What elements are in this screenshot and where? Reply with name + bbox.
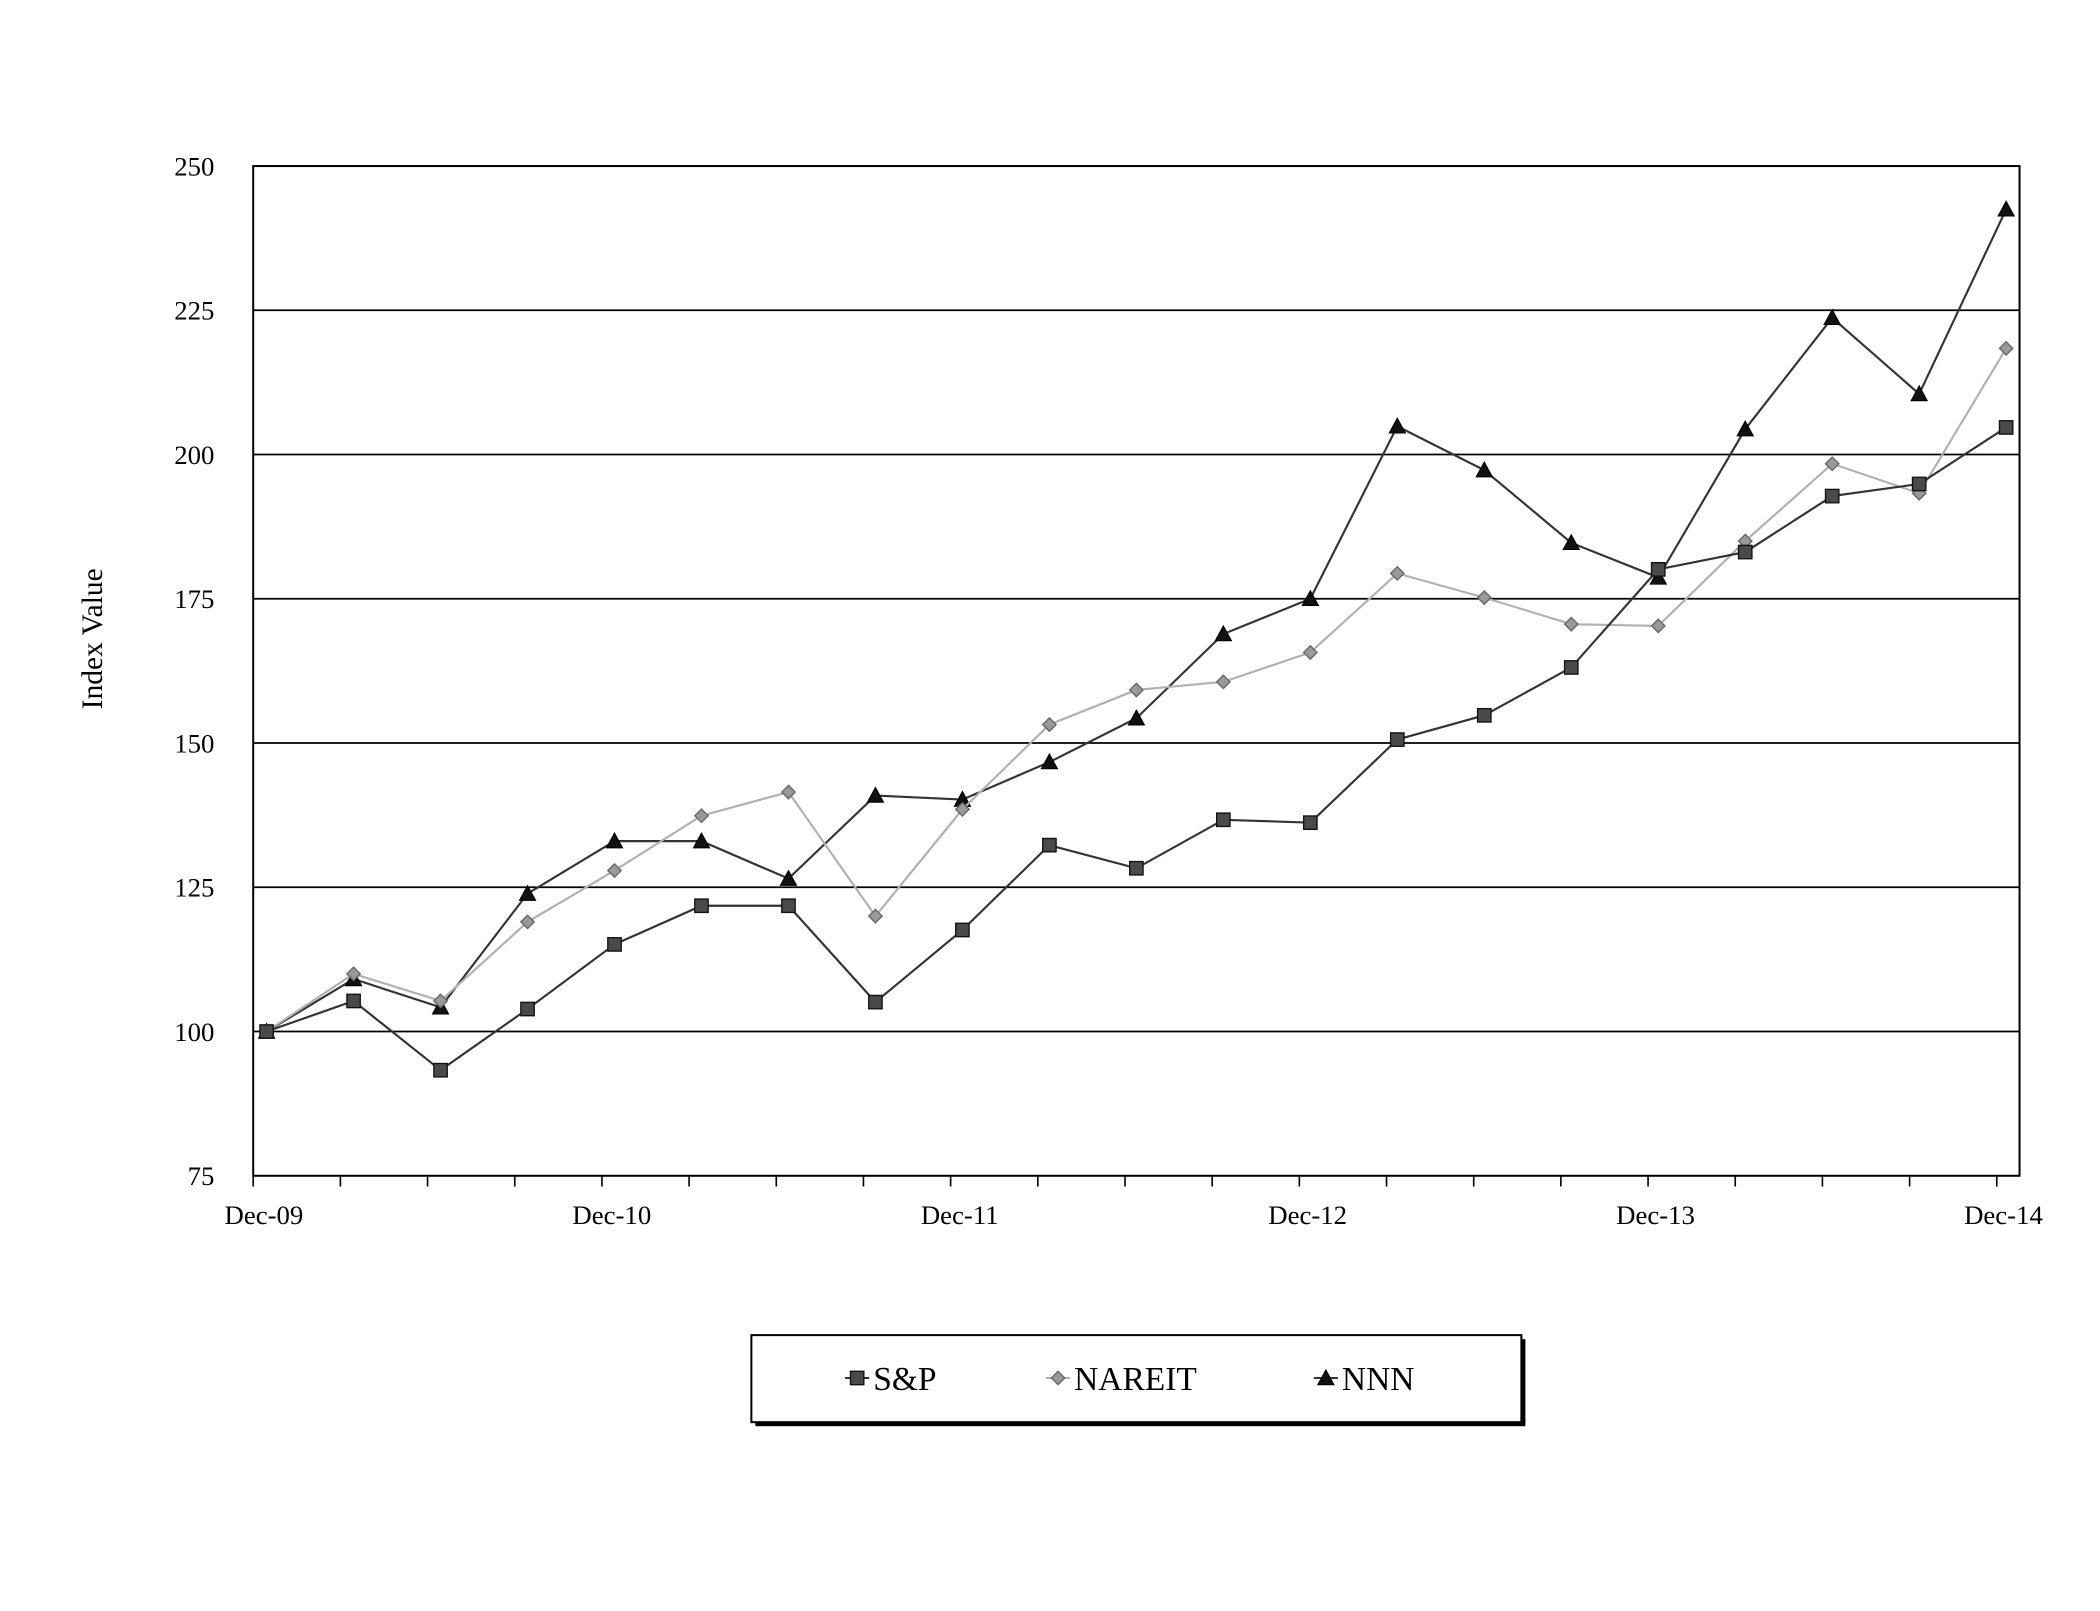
series-nnn [257, 200, 2016, 1039]
data-point [1824, 488, 1840, 504]
data-point [1215, 812, 1231, 828]
y-tick-label: 200 [174, 440, 214, 470]
y-axis-label: Index Value [77, 568, 109, 709]
data-point [1563, 616, 1579, 632]
data-point [1041, 716, 1058, 733]
data-point [693, 808, 710, 824]
data-point [607, 937, 622, 952]
data-point [1736, 420, 1755, 437]
legend-marker-icon [1316, 1368, 1335, 1386]
data-point [346, 993, 361, 1009]
data-point [520, 1001, 535, 1017]
y-tick-label: 150 [174, 728, 214, 758]
data-point [1215, 674, 1231, 690]
y-tick-label: 125 [174, 873, 214, 903]
legend-item-nareit: NAREIT [1045, 1361, 1197, 1398]
y-axis: 75 100 125 150 175 200 225 250 [174, 151, 214, 1191]
x-tick-label: Dec-14 [1964, 1200, 2043, 1230]
data-point [1389, 732, 1405, 747]
data-point [866, 786, 885, 803]
legend-item-nnn: NNN [1313, 1361, 1415, 1398]
y-tick-label: 75 [188, 1161, 215, 1191]
y-tick-label: 100 [174, 1017, 214, 1047]
y-tick-label: 175 [174, 584, 214, 614]
data-point [867, 908, 884, 924]
data-point [1824, 456, 1840, 472]
data-point [1389, 565, 1405, 582]
data-point [1911, 476, 1927, 492]
legend-label: NNN [1342, 1361, 1415, 1398]
data-point [432, 993, 449, 1009]
data-point [1650, 618, 1666, 634]
data-point [606, 862, 623, 879]
data-point [1040, 752, 1059, 770]
data-point [1737, 544, 1753, 560]
data-point [1998, 420, 2014, 435]
x-tick-label: Dec-12 [1268, 1200, 1347, 1230]
data-point [1128, 682, 1145, 698]
data-point [518, 884, 537, 901]
series-nareit [258, 340, 2014, 1040]
data-point [433, 1062, 448, 1078]
legend-label: NAREIT [1074, 1361, 1197, 1398]
data-point [1302, 815, 1318, 831]
legend-box [750, 1334, 1523, 1424]
data-point [1475, 460, 1494, 478]
data-point [1650, 562, 1666, 577]
data-point [1302, 644, 1318, 661]
data-point [779, 869, 798, 886]
data-point [1998, 340, 2014, 357]
series-line [266, 426, 2007, 1072]
data-point [868, 994, 883, 1010]
data-point [1214, 624, 1233, 642]
data-point [1823, 308, 1842, 326]
data-point [1388, 417, 1407, 434]
legend: S&P NAREIT NNN [750, 1334, 1526, 1427]
data-point [259, 1024, 274, 1039]
y-tick-label: 225 [174, 296, 214, 326]
x-axis: Dec-09 Dec-10 Dec-11 Dec-12 Dec-13 Dec-14 [225, 1175, 2043, 1230]
data-point [519, 914, 536, 930]
x-tick-label: Dec-09 [225, 1200, 304, 1230]
data-point [1301, 589, 1320, 607]
data-point [1476, 589, 1492, 606]
data-point [692, 831, 711, 849]
data-point [605, 831, 624, 849]
legend-item-sp: S&P [845, 1361, 936, 1398]
data-point [780, 784, 797, 800]
legend-marker-icon [849, 1370, 865, 1386]
data-point [1563, 660, 1579, 675]
legend-marker-icon [1050, 1370, 1066, 1386]
data-point [1562, 533, 1581, 551]
data-point [1129, 860, 1144, 876]
x-tick-label: Dec-11 [921, 1200, 999, 1230]
x-tick-label: Dec-13 [1616, 1200, 1695, 1230]
data-point [1997, 200, 2016, 217]
data-point [1042, 837, 1057, 853]
series-group [257, 200, 2016, 1078]
data-point [955, 922, 970, 938]
data-point [1910, 384, 1929, 402]
plot-area-border [252, 165, 2021, 1177]
data-point [781, 898, 796, 914]
data-point [694, 898, 709, 914]
data-point [1476, 707, 1492, 723]
x-tick-label: Dec-10 [572, 1200, 651, 1230]
data-point [1127, 709, 1146, 726]
data-point [1649, 568, 1668, 585]
gridlines [253, 309, 2020, 1033]
legend-label: S&P [873, 1361, 936, 1398]
data-point [345, 966, 362, 982]
data-point [954, 801, 971, 818]
series-line [266, 208, 2008, 1033]
series-sp [259, 420, 2014, 1078]
y-tick-label: 250 [174, 151, 214, 181]
